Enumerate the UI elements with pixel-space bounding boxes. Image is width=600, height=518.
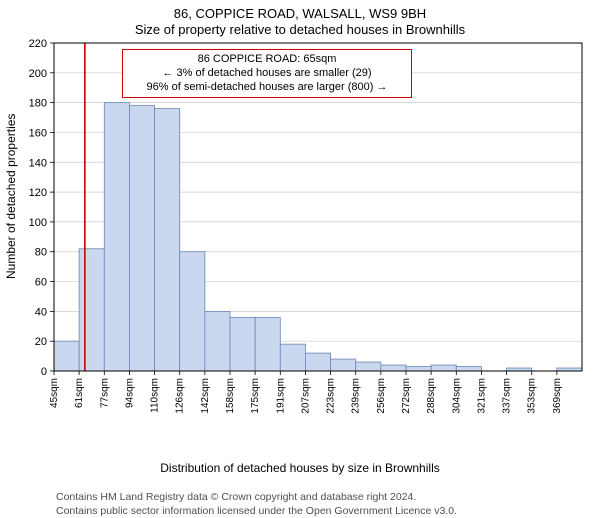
x-axis-label: Distribution of detached houses by size … bbox=[0, 461, 600, 475]
svg-text:223sqm: 223sqm bbox=[326, 378, 337, 414]
svg-text:207sqm: 207sqm bbox=[300, 378, 311, 414]
svg-text:60: 60 bbox=[35, 277, 47, 289]
svg-text:142sqm: 142sqm bbox=[200, 378, 211, 414]
svg-text:288sqm: 288sqm bbox=[426, 378, 437, 414]
svg-text:191sqm: 191sqm bbox=[275, 378, 286, 414]
svg-text:20: 20 bbox=[35, 336, 47, 348]
svg-text:175sqm: 175sqm bbox=[250, 378, 261, 414]
annotation-line-3: 96% of semi-detached houses are larger (… bbox=[129, 81, 405, 95]
svg-text:321sqm: 321sqm bbox=[476, 378, 487, 414]
annotation-line-2: ← 3% of detached houses are smaller (29) bbox=[129, 67, 405, 81]
annotation-box: 86 COPPICE ROAD: 65sqm ← 3% of detached … bbox=[122, 49, 412, 98]
svg-text:140: 140 bbox=[29, 157, 47, 169]
footnote-line-2: Contains public sector information licen… bbox=[56, 505, 457, 518]
footnote-line-1: Contains HM Land Registry data © Crown c… bbox=[56, 491, 457, 505]
svg-text:100: 100 bbox=[29, 217, 47, 229]
svg-text:239sqm: 239sqm bbox=[351, 378, 362, 414]
title-sub: Size of property relative to detached ho… bbox=[0, 22, 600, 37]
svg-text:94sqm: 94sqm bbox=[124, 378, 135, 408]
svg-text:120: 120 bbox=[29, 187, 47, 199]
svg-text:200: 200 bbox=[29, 68, 47, 80]
svg-text:61sqm: 61sqm bbox=[74, 378, 85, 408]
svg-text:0: 0 bbox=[41, 366, 47, 378]
svg-text:126sqm: 126sqm bbox=[175, 378, 186, 414]
svg-text:80: 80 bbox=[35, 247, 47, 259]
svg-text:353sqm: 353sqm bbox=[527, 378, 538, 414]
svg-text:180: 180 bbox=[29, 98, 47, 110]
svg-text:45sqm: 45sqm bbox=[49, 378, 60, 408]
svg-text:40: 40 bbox=[35, 306, 47, 318]
plot-area: Number of detached properties 0204060801… bbox=[0, 39, 600, 479]
svg-text:160: 160 bbox=[29, 127, 47, 139]
footnote: Contains HM Land Registry data © Crown c… bbox=[56, 491, 457, 518]
svg-text:110sqm: 110sqm bbox=[150, 378, 161, 413]
svg-text:369sqm: 369sqm bbox=[552, 378, 563, 414]
svg-text:272sqm: 272sqm bbox=[401, 378, 412, 414]
svg-text:337sqm: 337sqm bbox=[502, 378, 513, 414]
chart-titles: 86, COPPICE ROAD, WALSALL, WS9 9BH Size … bbox=[0, 0, 600, 37]
svg-text:220: 220 bbox=[29, 39, 47, 50]
svg-text:158sqm: 158sqm bbox=[225, 378, 236, 414]
svg-text:77sqm: 77sqm bbox=[99, 378, 110, 408]
title-main: 86, COPPICE ROAD, WALSALL, WS9 9BH bbox=[0, 6, 600, 21]
histogram-chart: 0 20 40 60 80 100 120 140 160 180 200 220 45sqm 61sqm… bbox=[0, 39, 600, 479]
svg-text:256sqm: 256sqm bbox=[376, 378, 387, 414]
svg-text:304sqm: 304sqm bbox=[451, 378, 462, 414]
annotation-line-1: 86 COPPICE ROAD: 65sqm bbox=[129, 53, 405, 67]
